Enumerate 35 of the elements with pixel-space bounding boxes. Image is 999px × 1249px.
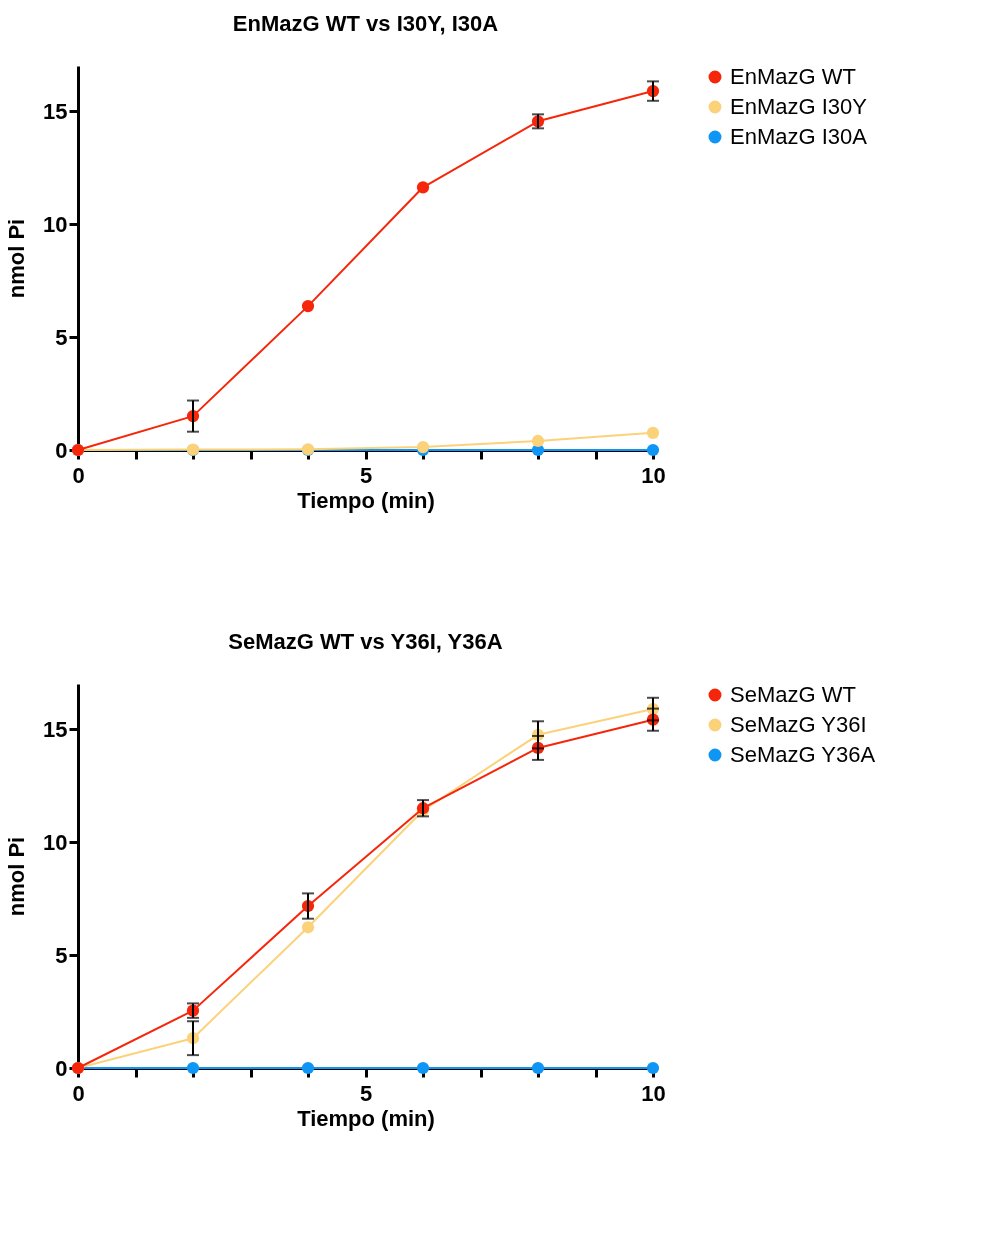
y-tick-label: 15 (43, 98, 68, 124)
x-tick-label: 0 (72, 462, 85, 488)
chart-title: SeMazG WT vs Y36I, Y36A (228, 629, 503, 654)
legend-label: SeMazG WT (730, 682, 856, 707)
y-axis-title: nmol Pi (4, 218, 30, 299)
x-axis-title: Tiempo (min) (297, 1105, 435, 1131)
y-tick-label: 10 (43, 211, 68, 237)
legend-label: EnMazG I30A (730, 124, 868, 149)
point (301, 921, 315, 934)
legend-label: EnMazG WT (730, 64, 856, 89)
point (531, 434, 545, 448)
x-axis-title: Tiempo (min) (297, 487, 435, 513)
y-tick-label: 0 (55, 1055, 68, 1081)
legend-label: SeMazG Y36A (730, 742, 876, 767)
point (416, 181, 430, 194)
x-tick-label: 0 (72, 1080, 85, 1106)
chart-title: EnMazG WT vs I30Y, I30A (232, 11, 499, 36)
x-tick-label: 10 (641, 1080, 666, 1106)
y-tick-label: 0 (55, 437, 68, 463)
y-tick-label: 5 (55, 324, 68, 350)
point (186, 1061, 200, 1075)
point (416, 1061, 430, 1075)
point (301, 300, 315, 313)
x-tick-label: 10 (641, 462, 666, 488)
legend-label: EnMazG I30Y (730, 94, 868, 119)
y-tick-label: 10 (43, 829, 68, 855)
point (646, 426, 660, 439)
y-axis-title: nmol Pi (4, 836, 30, 917)
point (531, 1061, 545, 1075)
x-tick-label: 5 (359, 1080, 373, 1106)
x-tick-label: 5 (359, 462, 373, 488)
point (301, 1061, 315, 1075)
y-tick-label: 5 (55, 942, 68, 968)
y-tick-label: 15 (43, 716, 68, 742)
legend-label: SeMazG Y36I (730, 712, 867, 737)
